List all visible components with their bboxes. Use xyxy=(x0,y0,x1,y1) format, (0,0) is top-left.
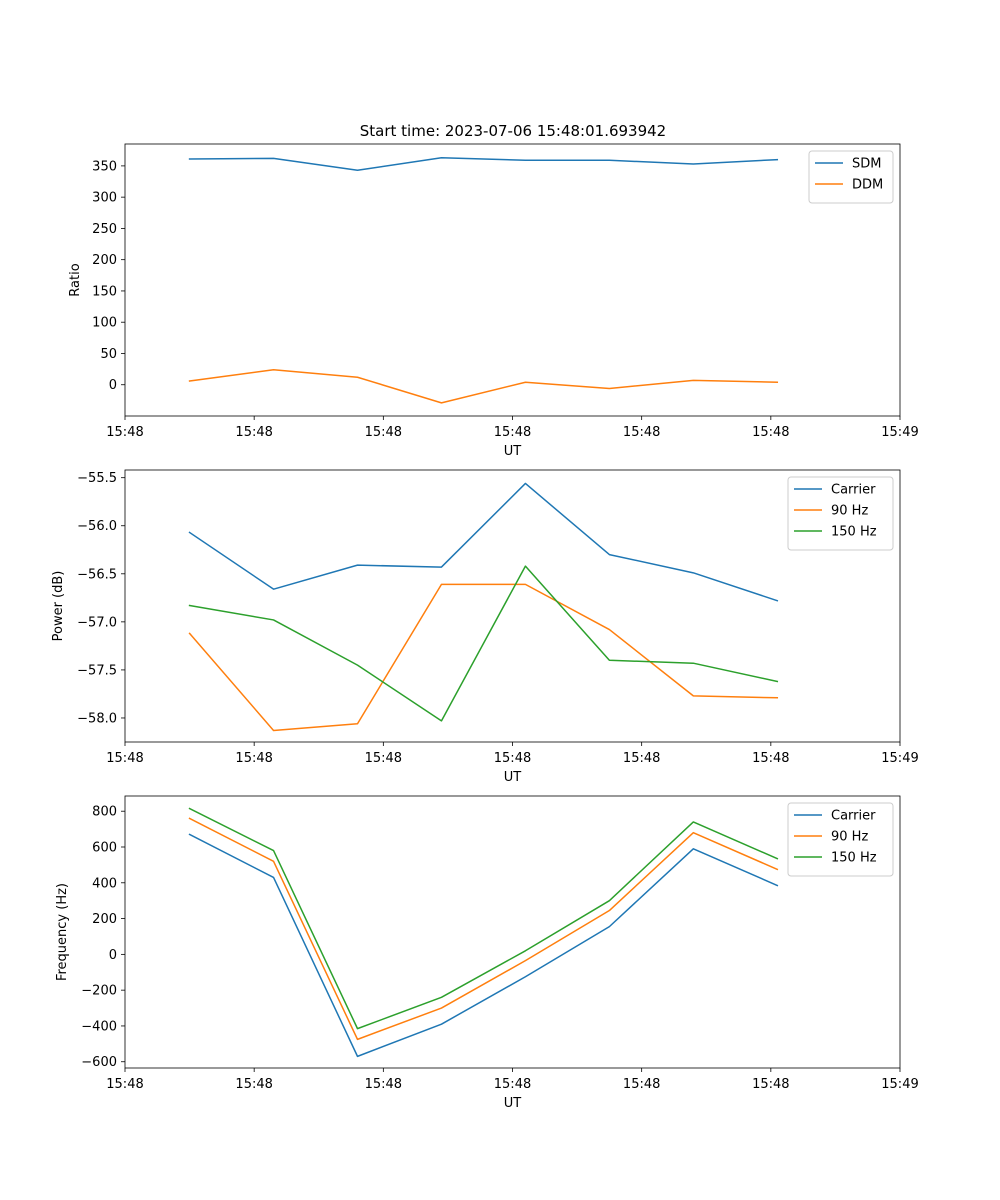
series-line-sdm xyxy=(188,157,779,172)
x-tick-label: 15:48 xyxy=(623,1077,660,1092)
figure-title: Start time: 2023-07-06 15:48:01.693942 xyxy=(360,122,666,140)
x-tick-label: 15:48 xyxy=(494,751,531,766)
x-tick-label: 15:48 xyxy=(623,751,660,766)
x-tick-label: 15:48 xyxy=(235,751,272,766)
y-tick-label: −600 xyxy=(81,1055,117,1070)
y-tick-label: 200 xyxy=(92,912,117,927)
y-tick-label: −56.5 xyxy=(77,567,117,582)
x-tick-label: 15:49 xyxy=(881,425,918,440)
x-tick-label: 15:48 xyxy=(494,425,531,440)
y-tick-label: 800 xyxy=(92,805,117,820)
y-tick-label: −57.0 xyxy=(77,615,117,630)
y-tick-label: −58.0 xyxy=(77,711,117,726)
y-tick-label: 200 xyxy=(92,253,117,268)
x-tick-label: 15:48 xyxy=(623,425,660,440)
legend: Carrier 90 Hz 150 Hz xyxy=(787,802,894,877)
x-tick-label: 15:48 xyxy=(365,425,402,440)
y-tick-label: 0 xyxy=(109,948,117,963)
y-tick-label: 400 xyxy=(92,876,117,891)
legend: SDM DDM xyxy=(808,150,894,204)
legend-label: 90 Hz xyxy=(831,504,868,519)
series-line-carrier xyxy=(188,482,779,602)
power-chart: 15:48 15:48 15:48 15:48 15:48 15:48 15:49 −58.0… xyxy=(51,469,919,785)
series-line-ddm xyxy=(188,368,779,404)
y-axis-label: Ratio xyxy=(68,263,83,296)
ratio-chart: 15:48 15:48 15:48 15:48 15:48 15:48 15:49 0 50 10… xyxy=(68,143,919,459)
legend-label: Carrier xyxy=(831,483,876,498)
y-tick-label: −57.5 xyxy=(77,663,117,678)
x-tick-label: 15:48 xyxy=(752,425,789,440)
y-axis-label: Power (dB) xyxy=(51,571,66,642)
legend-label: Carrier xyxy=(831,809,876,824)
x-tick-label: 15:49 xyxy=(881,751,918,766)
series-line-90-hz xyxy=(188,583,779,732)
x-axis-label: UT xyxy=(504,1096,522,1111)
x-axis-label: UT xyxy=(504,444,522,459)
x-tick-label: 15:48 xyxy=(235,425,272,440)
y-axis-label: Frequency (Hz) xyxy=(55,883,70,981)
x-tick-label: 15:48 xyxy=(752,1077,789,1092)
y-tick-label: 100 xyxy=(92,316,117,331)
x-tick-label: 15:48 xyxy=(752,751,789,766)
series-line-carrier xyxy=(188,833,779,1058)
y-tick-label: −200 xyxy=(81,984,117,999)
y-tick-label: 0 xyxy=(109,378,117,393)
y-tick-label: 600 xyxy=(92,841,117,856)
y-tick-label: 350 xyxy=(92,159,117,174)
legend-label: SDM xyxy=(852,157,881,172)
y-tick-label: −56.0 xyxy=(77,519,117,534)
y-tick-label: 150 xyxy=(92,284,117,299)
series-line-150-hz xyxy=(188,565,779,722)
y-tick-label: −400 xyxy=(81,1019,117,1034)
x-tick-label: 15:48 xyxy=(494,1077,531,1092)
y-tick-label: 250 xyxy=(92,222,117,237)
legend-label: 90 Hz xyxy=(831,830,868,845)
legend-box xyxy=(808,150,894,204)
y-tick-label: 300 xyxy=(92,191,117,206)
x-tick-label: 15:48 xyxy=(106,751,143,766)
legend-label: 150 Hz xyxy=(831,525,877,540)
legend-label: DDM xyxy=(852,178,883,193)
x-tick-label: 15:48 xyxy=(235,1077,272,1092)
x-tick-label: 15:48 xyxy=(365,751,402,766)
x-tick-label: 15:48 xyxy=(106,1077,143,1092)
y-tick-label: 50 xyxy=(100,347,117,362)
x-axis-label: UT xyxy=(504,770,522,785)
legend: Carrier 90 Hz 150 Hz xyxy=(787,476,894,551)
legend-label: 150 Hz xyxy=(831,851,877,866)
series-line-90-hz xyxy=(188,817,779,1041)
series-line-150-hz xyxy=(188,807,779,1030)
y-tick-label: −55.5 xyxy=(77,471,117,486)
x-tick-label: 15:48 xyxy=(106,425,143,440)
x-tick-label: 15:48 xyxy=(365,1077,402,1092)
frequency-chart: 15:48 15:48 15:48 15:48 15:48 15:48 15:49 −600 −… xyxy=(55,795,919,1111)
x-tick-label: 15:49 xyxy=(881,1077,918,1092)
